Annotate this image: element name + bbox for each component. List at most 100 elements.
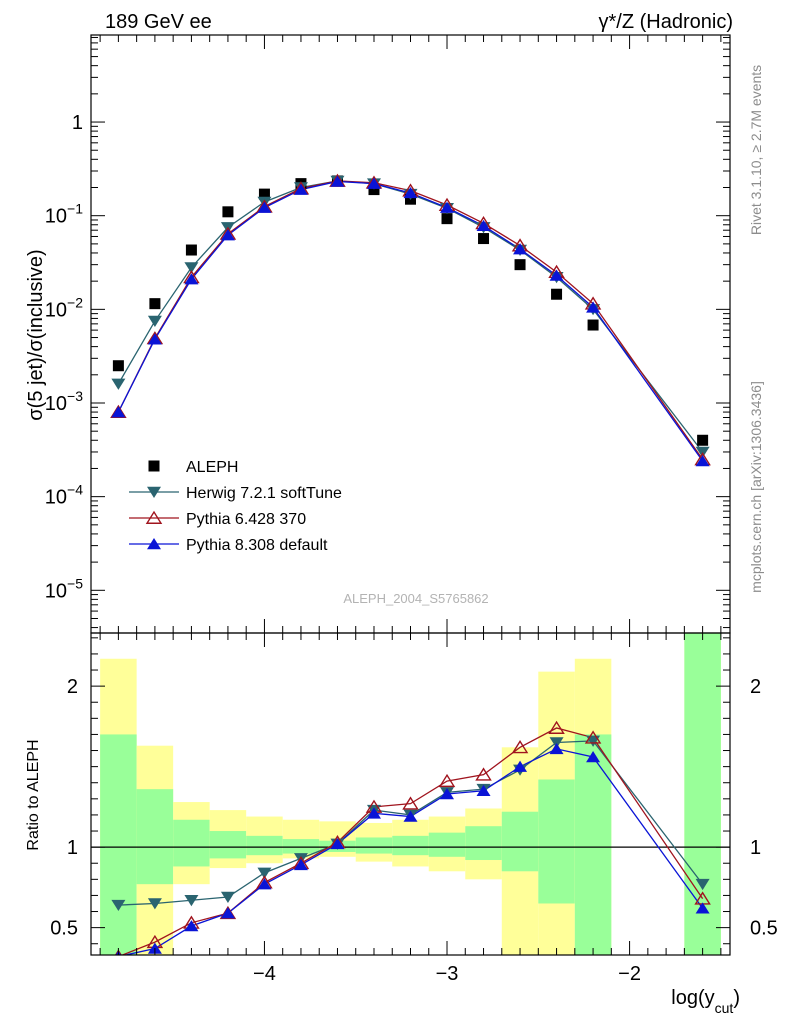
ratio-point-herwig bbox=[293, 853, 308, 865]
legend-label-pythia6: Pythia 6.428 370 bbox=[186, 511, 306, 528]
main-y-tick-label: 10−4 bbox=[45, 482, 83, 509]
main-point-pythia8 bbox=[330, 175, 345, 187]
main-point-aleph bbox=[514, 259, 526, 271]
ratio-point-pythia8 bbox=[257, 878, 272, 890]
band-stat bbox=[136, 789, 174, 885]
ratio-y-axis-label: Ratio to ALEPH bbox=[25, 739, 42, 850]
ratio-point-pythia8 bbox=[513, 760, 528, 772]
band-stat bbox=[501, 811, 539, 872]
legend-marker-herwig bbox=[147, 486, 161, 498]
band-stat bbox=[100, 734, 137, 955]
ratio-point-pythia8 bbox=[330, 837, 345, 850]
band-stat bbox=[428, 832, 466, 857]
main-point-aleph bbox=[697, 434, 709, 446]
main-point-pythia8 bbox=[111, 406, 126, 418]
main-point-herwig bbox=[147, 315, 162, 327]
x-tick-label: −4 bbox=[253, 963, 276, 985]
main-point-pythia8 bbox=[476, 219, 491, 232]
ratio-point-pythia8 bbox=[476, 784, 491, 797]
main-point-pythia8 bbox=[440, 201, 455, 213]
axis-ticks bbox=[91, 35, 730, 955]
legend-label-aleph: ALEPH bbox=[186, 459, 238, 476]
main-point-aleph bbox=[258, 188, 270, 200]
band-stat bbox=[355, 837, 393, 854]
main-point-aleph bbox=[368, 184, 380, 196]
rivet-version-label: Rivet 3.1.10, ≥ 2.7M events bbox=[748, 65, 764, 235]
band-stat bbox=[173, 819, 210, 867]
ratio-y-tick-label-left: 0.5 bbox=[50, 918, 78, 940]
ratio-point-pythia8 bbox=[366, 807, 381, 819]
band-stat bbox=[392, 835, 429, 856]
main-point-pythia8 bbox=[257, 201, 272, 213]
main-point-aleph bbox=[185, 244, 197, 256]
main-point-pythia8 bbox=[403, 186, 418, 199]
ratio-point-herwig bbox=[147, 898, 162, 910]
band-stat bbox=[246, 835, 283, 856]
main-y-axis-label: σ(5 jet)/σ(inclusive) bbox=[25, 249, 47, 420]
header-right-label: γ*/Z (Hadronic) bbox=[599, 11, 733, 33]
main-point-aleph bbox=[478, 233, 490, 245]
main-point-pythia8 bbox=[184, 273, 199, 285]
ratio-point-herwig bbox=[220, 891, 235, 903]
main-point-pythia8 bbox=[366, 177, 381, 189]
ratio-point-pythia6 bbox=[548, 720, 565, 734]
main-point-pythia8 bbox=[293, 183, 308, 195]
ratio-point-pythia8 bbox=[403, 810, 418, 822]
ratio-point-herwig bbox=[549, 737, 564, 749]
band-stat bbox=[465, 826, 502, 861]
ratio-point-pythia8 bbox=[695, 902, 710, 914]
main-point-aleph bbox=[149, 298, 161, 310]
legend-marker-pythia8 bbox=[147, 538, 161, 550]
ratio-y-tick-label-left: 1 bbox=[67, 837, 78, 859]
band-stat bbox=[684, 633, 721, 955]
x-tick-label: −2 bbox=[618, 963, 641, 985]
band-stat bbox=[538, 779, 575, 904]
main-point-herwig bbox=[111, 378, 126, 390]
main-point-aleph bbox=[222, 206, 234, 218]
main-line-pythia6 bbox=[117, 180, 704, 460]
ratio-point-pythia6 bbox=[402, 796, 419, 810]
main-point-herwig bbox=[184, 262, 199, 274]
main-point-aleph bbox=[112, 360, 124, 372]
ratio-y-tick-label-left: 2 bbox=[67, 676, 78, 698]
main-y-tick-label: 1 bbox=[72, 112, 83, 134]
ratio-y-tick-label-right: 2 bbox=[750, 676, 761, 698]
ratio-point-pythia8 bbox=[184, 920, 199, 932]
legend: ALEPH Herwig 7.2.1 softTune Pythia 6.428 3… bbox=[129, 459, 342, 554]
main-point-pythia8 bbox=[549, 269, 564, 281]
mcplots-reference-label: mcplots.cern.ch [arXiv:1306.3436] bbox=[748, 381, 764, 593]
main-point-pythia8 bbox=[220, 229, 235, 241]
main-point-pythia8 bbox=[513, 243, 528, 255]
main-lines bbox=[117, 180, 704, 462]
x-tick-label: −3 bbox=[436, 963, 459, 985]
ratio-point-herwig bbox=[695, 878, 710, 891]
legend-label-pythia8: Pythia 8.308 default bbox=[186, 537, 328, 554]
ratio-point-pythia6 bbox=[475, 767, 492, 781]
main-y-tick-label: 10−2 bbox=[45, 294, 83, 321]
ratio-point-pythia8 bbox=[586, 751, 601, 763]
x-axis-label: log(ycut) bbox=[671, 987, 740, 1016]
band-stat bbox=[209, 831, 247, 859]
main-line-herwig bbox=[117, 180, 704, 453]
main-y-tick-label: 10−1 bbox=[45, 201, 83, 228]
main-y-tick-label: 10−3 bbox=[45, 388, 83, 415]
ratio-y-tick-label-right: 0.5 bbox=[750, 918, 778, 940]
main-markers bbox=[110, 173, 711, 467]
analysis-watermark: ALEPH_2004_S5765862 bbox=[343, 591, 488, 606]
ratio-point-pythia6 bbox=[511, 740, 529, 754]
ratio-point-herwig bbox=[111, 899, 126, 912]
ratio-point-pythia6 bbox=[438, 773, 456, 788]
main-line-pythia8 bbox=[117, 180, 704, 462]
ratio-point-herwig bbox=[257, 867, 272, 879]
ratio-point-pythia8 bbox=[220, 907, 235, 919]
ratio-point-pythia8 bbox=[293, 858, 308, 871]
main-point-aleph bbox=[587, 319, 599, 331]
uncertainty-bands bbox=[91, 633, 730, 955]
ratio-y-tick-label-right: 1 bbox=[750, 837, 761, 859]
header-left-label: 189 GeV ee bbox=[105, 11, 212, 33]
legend-marker-aleph bbox=[148, 460, 160, 472]
tick-labels: 10−5 10−4 10−3 10−2 10−1 1 −4 −3 −2 0.5 0.5 1 1 2 2 bbox=[45, 112, 778, 985]
main-point-pythia8 bbox=[695, 455, 710, 467]
main-y-tick-label: 10−5 bbox=[45, 575, 83, 602]
